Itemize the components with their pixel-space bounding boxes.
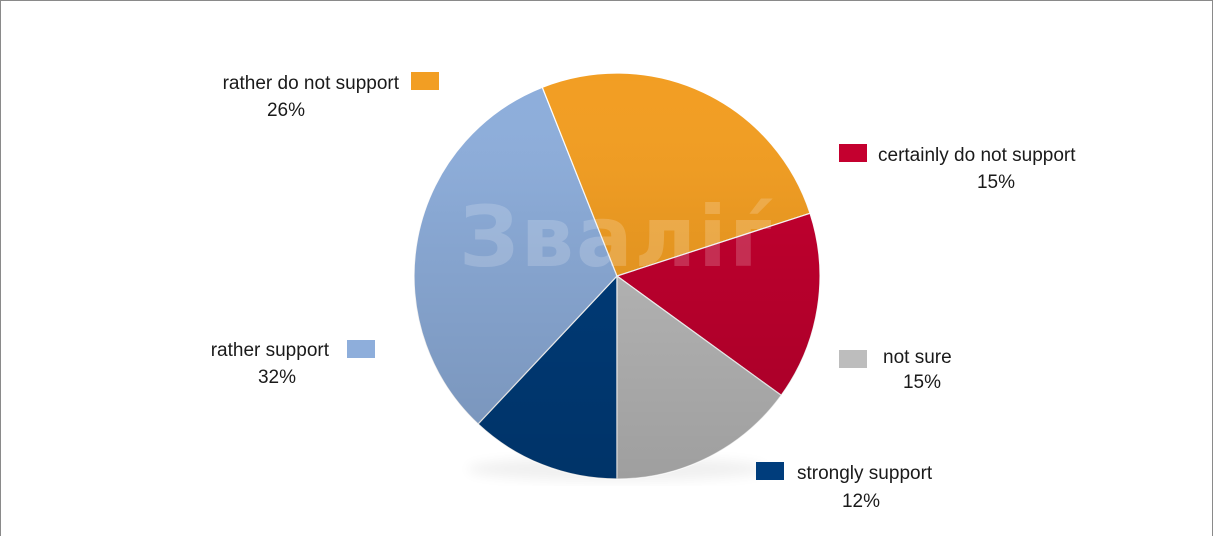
legend-swatch-rather-support	[347, 340, 375, 358]
legend-swatch-strongly-support	[756, 462, 784, 480]
slice-label-strongly-support: strongly support	[797, 463, 933, 484]
slice-label-rather-do-not-support: rather do not support	[223, 73, 400, 94]
slice-value-certainly-do-not-support: 15%	[977, 172, 1015, 193]
slice-value-not-sure: 15%	[903, 372, 941, 393]
pie-shading	[414, 73, 820, 479]
slice-label-rather-support: rather support	[211, 340, 330, 361]
legend-swatch-rather-do-not-support	[411, 72, 439, 90]
slice-label-not-sure: not sure	[883, 347, 952, 368]
legend-swatch-not-sure	[839, 350, 867, 368]
slice-value-rather-support: 32%	[258, 367, 296, 388]
slice-value-rather-do-not-support: 26%	[267, 100, 305, 121]
watermark-logo: Зваліѓ	[459, 188, 775, 286]
legend-swatch-certainly-do-not-support	[839, 144, 867, 162]
slice-value-strongly-support: 12%	[842, 491, 880, 512]
slice-label-certainly-do-not-support: certainly do not support	[878, 145, 1076, 166]
